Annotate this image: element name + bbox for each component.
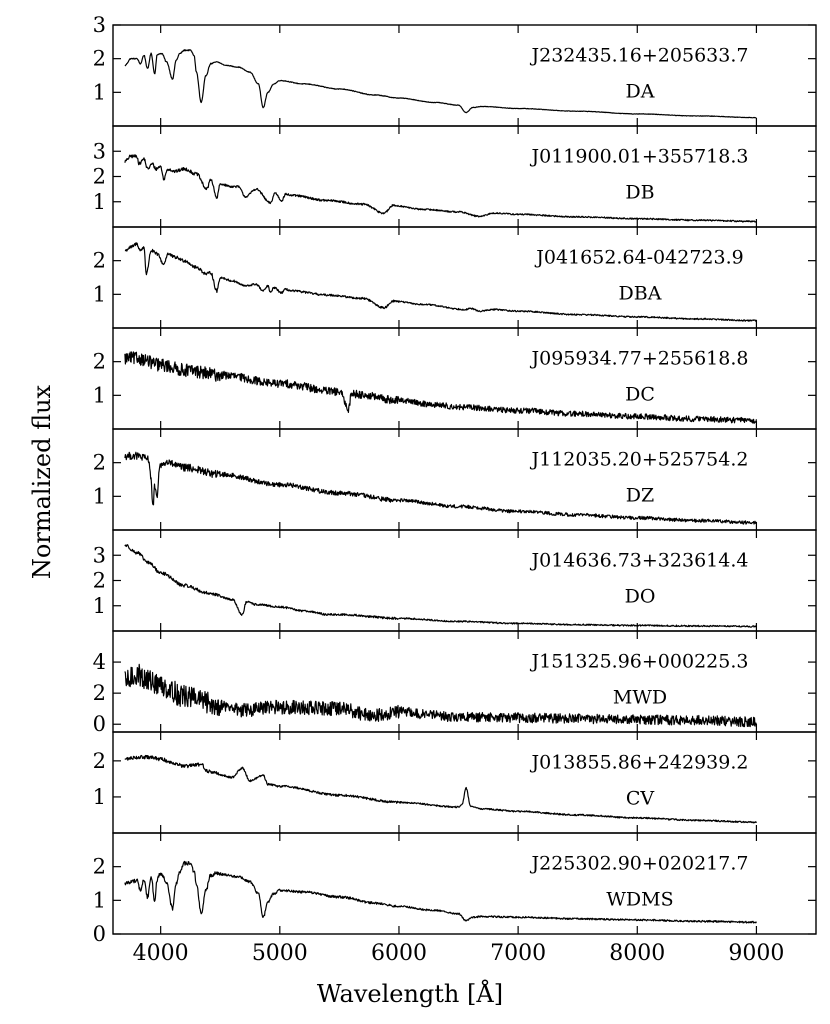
y-tick-label: 2	[93, 749, 106, 773]
object-name-label: J041652.64-042723.9	[534, 246, 743, 268]
x-tick-label: 4000	[133, 941, 189, 966]
x-tick-label: 7000	[490, 941, 546, 966]
spectral-class-label: DO	[625, 586, 656, 608]
spectrum-panel-do: 123 J014636.73+323614.4 DO	[93, 529, 817, 632]
object-name-label: J225302.90+020217.7	[530, 852, 749, 874]
y-tick-label: 2	[93, 451, 106, 475]
spectrum-line	[124, 860, 757, 924]
object-name-label: J112035.20+525754.2	[530, 448, 749, 470]
spectrum-line	[124, 154, 757, 223]
x-tick-label: 8000	[609, 941, 665, 966]
object-name-label: J151325.96+000225.3	[530, 650, 749, 672]
panel-frame	[112, 832, 817, 935]
spectrum-panel-dba: 1 2 J041652.64-042723.9 DBA	[93, 226, 817, 329]
y-tick-label: 2	[93, 165, 106, 189]
y-tick-label: 2	[93, 569, 106, 593]
y-tick-label: 3	[93, 543, 106, 567]
x-tick-label: 5000	[252, 941, 308, 966]
object-name-label: J013855.86+242939.2	[530, 751, 749, 773]
y-tick-label: 0	[93, 922, 106, 946]
x-axis-label: Wavelength [Å]	[316, 980, 504, 1008]
y-tick-label: 0	[93, 712, 106, 736]
spectrum-panel-da: 1 2 3 J232435.16+205633.7 DA	[93, 13, 817, 127]
y-tick-label: 3	[93, 13, 106, 37]
spectral-class-label: DZ	[626, 485, 654, 507]
y-tick-label: 4	[93, 650, 106, 674]
spectral-class-label: DA	[626, 81, 655, 103]
spectrum-line	[124, 544, 757, 628]
spectrum-line	[124, 754, 757, 824]
spectrum-panel-mwd: 0 2 4 J151325.96+000225.3 MWD	[93, 630, 817, 736]
spectrum-panel-dc: 1 2 J095934.77+255618.8 DC	[93, 327, 817, 430]
y-tick-label: 1	[93, 80, 106, 104]
spectrum-panel-wdms: 0 1 2 J225302.90+020217.7 WDMS	[93, 832, 817, 946]
object-name-label: J232435.16+205633.7	[530, 44, 749, 66]
x-tick-label: 6000	[371, 941, 427, 966]
y-tick-label: 1	[93, 888, 106, 912]
panel-frame	[112, 226, 817, 329]
spectrum-line	[124, 49, 757, 119]
y-tick-label: 1	[93, 785, 106, 809]
panel-frame	[112, 529, 817, 632]
spectrum-line	[124, 663, 757, 728]
y-tick-label: 2	[93, 855, 106, 879]
x-tick-label: 9000	[728, 941, 784, 966]
spectrum-line	[124, 351, 757, 424]
x-axis: 4000 5000 6000 7000 8000 9000	[133, 941, 785, 966]
object-name-label: J014636.73+323614.4	[530, 549, 749, 571]
y-tick-label: 1	[93, 282, 106, 306]
spectral-class-label: MWD	[613, 687, 667, 709]
y-tick-label: 1	[93, 383, 106, 407]
y-tick-label: 3	[93, 139, 106, 163]
y-tick-label: 1	[93, 190, 106, 214]
y-tick-label: 2	[93, 47, 106, 71]
spectral-class-label: CV	[626, 788, 655, 810]
spectral-class-label: DB	[625, 182, 654, 204]
panel-frame	[112, 428, 817, 531]
y-axis-label: Normalized flux	[28, 384, 56, 580]
spectral-class-label: DC	[625, 384, 655, 406]
spectrum-panel-cv: 1 2 J013855.86+242939.2 CV	[93, 731, 817, 834]
y-tick-label: 1	[93, 594, 106, 618]
spectrum-panel-dz: 1 2 J112035.20+525754.2 DZ	[93, 428, 817, 531]
y-tick-label: 2	[93, 249, 106, 273]
spectrum-line	[124, 242, 757, 322]
spectrum-line	[124, 451, 757, 525]
panel-frame	[112, 731, 817, 834]
panel-frame	[112, 24, 817, 127]
spectral-class-label: DBA	[619, 283, 662, 305]
y-tick-label: 2	[93, 681, 106, 705]
spectrum-panel-db: 123 J011900.01+355718.3 DB	[93, 125, 817, 228]
y-tick-label: 1	[93, 484, 106, 508]
spectral-class-label: WDMS	[606, 889, 673, 911]
object-name-label: J011900.01+355718.3	[530, 145, 749, 167]
y-tick-label: 2	[93, 350, 106, 374]
object-name-label: J095934.77+255618.8	[530, 347, 749, 369]
